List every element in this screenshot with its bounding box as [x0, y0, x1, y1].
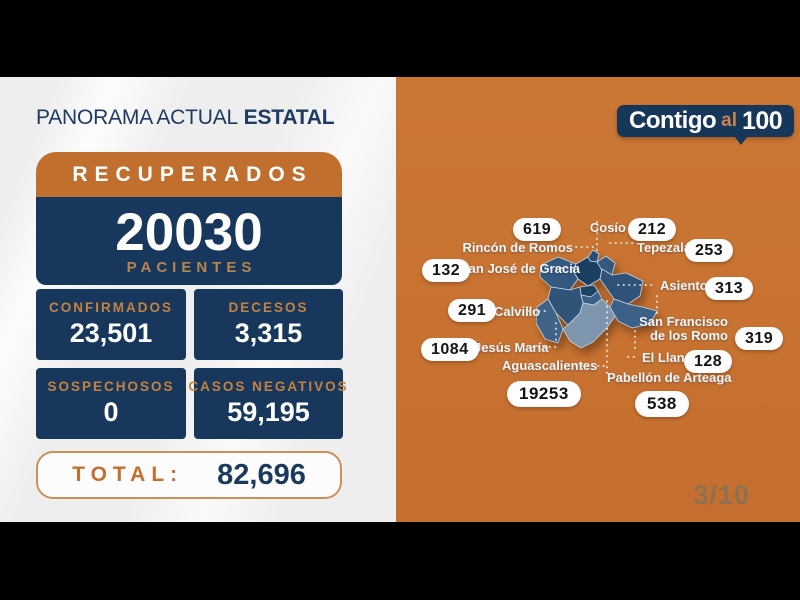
stat-label: CASOS NEGATIVOS — [188, 379, 349, 394]
map-region-asientos — [599, 268, 644, 305]
recovered-card-body: 20030 PACIENTES — [36, 197, 342, 285]
aguascalientes-choropleth-map — [536, 249, 658, 349]
recovered-unit: PACIENTES — [126, 258, 257, 276]
municipality-label-aguascalientes: Aguascalientes — [502, 358, 598, 373]
stat-card-confirmados: CONFIRMADOS 23,501 — [36, 289, 186, 360]
page-title: PANORAMA ACTUAL ESTATAL — [36, 106, 335, 130]
total-label: TOTAL: — [72, 463, 184, 486]
stat-label: SOSPECHOSOS — [47, 379, 175, 394]
stat-card-decesos: DECESOS 3,315 — [194, 289, 343, 360]
logo-word-al: al — [721, 110, 737, 131]
stat-value: 3,315 — [234, 318, 303, 348]
municipality-value-aguascalientes: 19253 — [507, 381, 581, 407]
municipality-label-pabellon-de-arteaga: Pabellón de Arteaga — [607, 370, 732, 385]
municipality-value-pabellon-de-arteaga: 538 — [635, 391, 689, 417]
map-region-san-jose-de-gracia — [539, 256, 579, 291]
municipality-label-tepezala: Tepezalá — [637, 240, 691, 255]
stat-card-sospechosos: SOSPECHOSOS 0 — [36, 368, 186, 439]
page-title-regular: PANORAMA ACTUAL — [36, 106, 238, 129]
stats-panel: PANORAMA ACTUAL ESTATAL RECUPERADOS 2003… — [0, 77, 396, 522]
recovered-card: RECUPERADOS 20030 PACIENTES — [36, 152, 342, 285]
stat-value: 23,501 — [69, 318, 153, 348]
municipality-label-rincon-de-romos: Rincón de Romos — [462, 240, 573, 255]
municipality-value-asientos: 313 — [705, 277, 754, 300]
municipality-label-asientos: Asientos — [660, 278, 715, 293]
municipality-value-el-llano: 128 — [684, 350, 733, 373]
stat-card-casos-negativos: CASOS NEGATIVOS 59,195 — [188, 368, 347, 439]
municipality-label-jesus-maria: Jesús María — [474, 340, 549, 355]
municipality-value-calvillo: 291 — [448, 299, 497, 322]
total-box: TOTAL: 82,696 — [36, 451, 342, 499]
municipality-value-tepezala: 253 — [685, 239, 734, 262]
map-panel: Contigo al 100 — [396, 77, 800, 522]
stat-label: CONFIRMADOS — [49, 300, 173, 315]
municipality-value-rincon-de-romos: 619 — [513, 218, 562, 241]
municipality-value-jesus-maria: 1084 — [421, 338, 479, 361]
municipality-value-san-jose-de-gracia: 132 — [422, 259, 471, 282]
page-indicator: 3/10 — [693, 480, 750, 510]
stat-label: DECESOS — [228, 300, 309, 315]
page-title-bold: ESTATAL — [243, 106, 335, 129]
municipality-label-san-jose-de-gracia: San José de Gracia — [460, 261, 580, 276]
logo-word-contigo: Contigo — [629, 107, 717, 134]
recovered-card-header: RECUPERADOS — [36, 152, 342, 197]
slide-content: PANORAMA ACTUAL ESTATAL RECUPERADOS 2003… — [0, 77, 800, 522]
municipality-label-calvillo: Calvillo — [494, 304, 541, 319]
municipality-label-el-llano: El Llano — [642, 350, 693, 365]
municipality-value-san-francisco-de-los-romo: 319 — [735, 327, 784, 350]
municipality-label-cosio: Cosío — [589, 220, 626, 235]
municipality-label-san-francisco-de-los-romo: San Francisco de los Romo — [639, 314, 728, 343]
contigo-al-100-logo: Contigo al 100 — [617, 105, 795, 145]
municipality-value-cosio: 212 — [628, 218, 677, 241]
logo-word-100: 100 — [742, 106, 783, 135]
stat-value: 59,195 — [227, 397, 310, 427]
stat-value: 0 — [103, 397, 119, 427]
stats-grid: CONFIRMADOS 23,501 DECESOS 3,315 SOSPECH… — [36, 289, 347, 439]
total-value: 82,696 — [217, 458, 306, 491]
recovered-value: 20030 — [115, 202, 263, 262]
